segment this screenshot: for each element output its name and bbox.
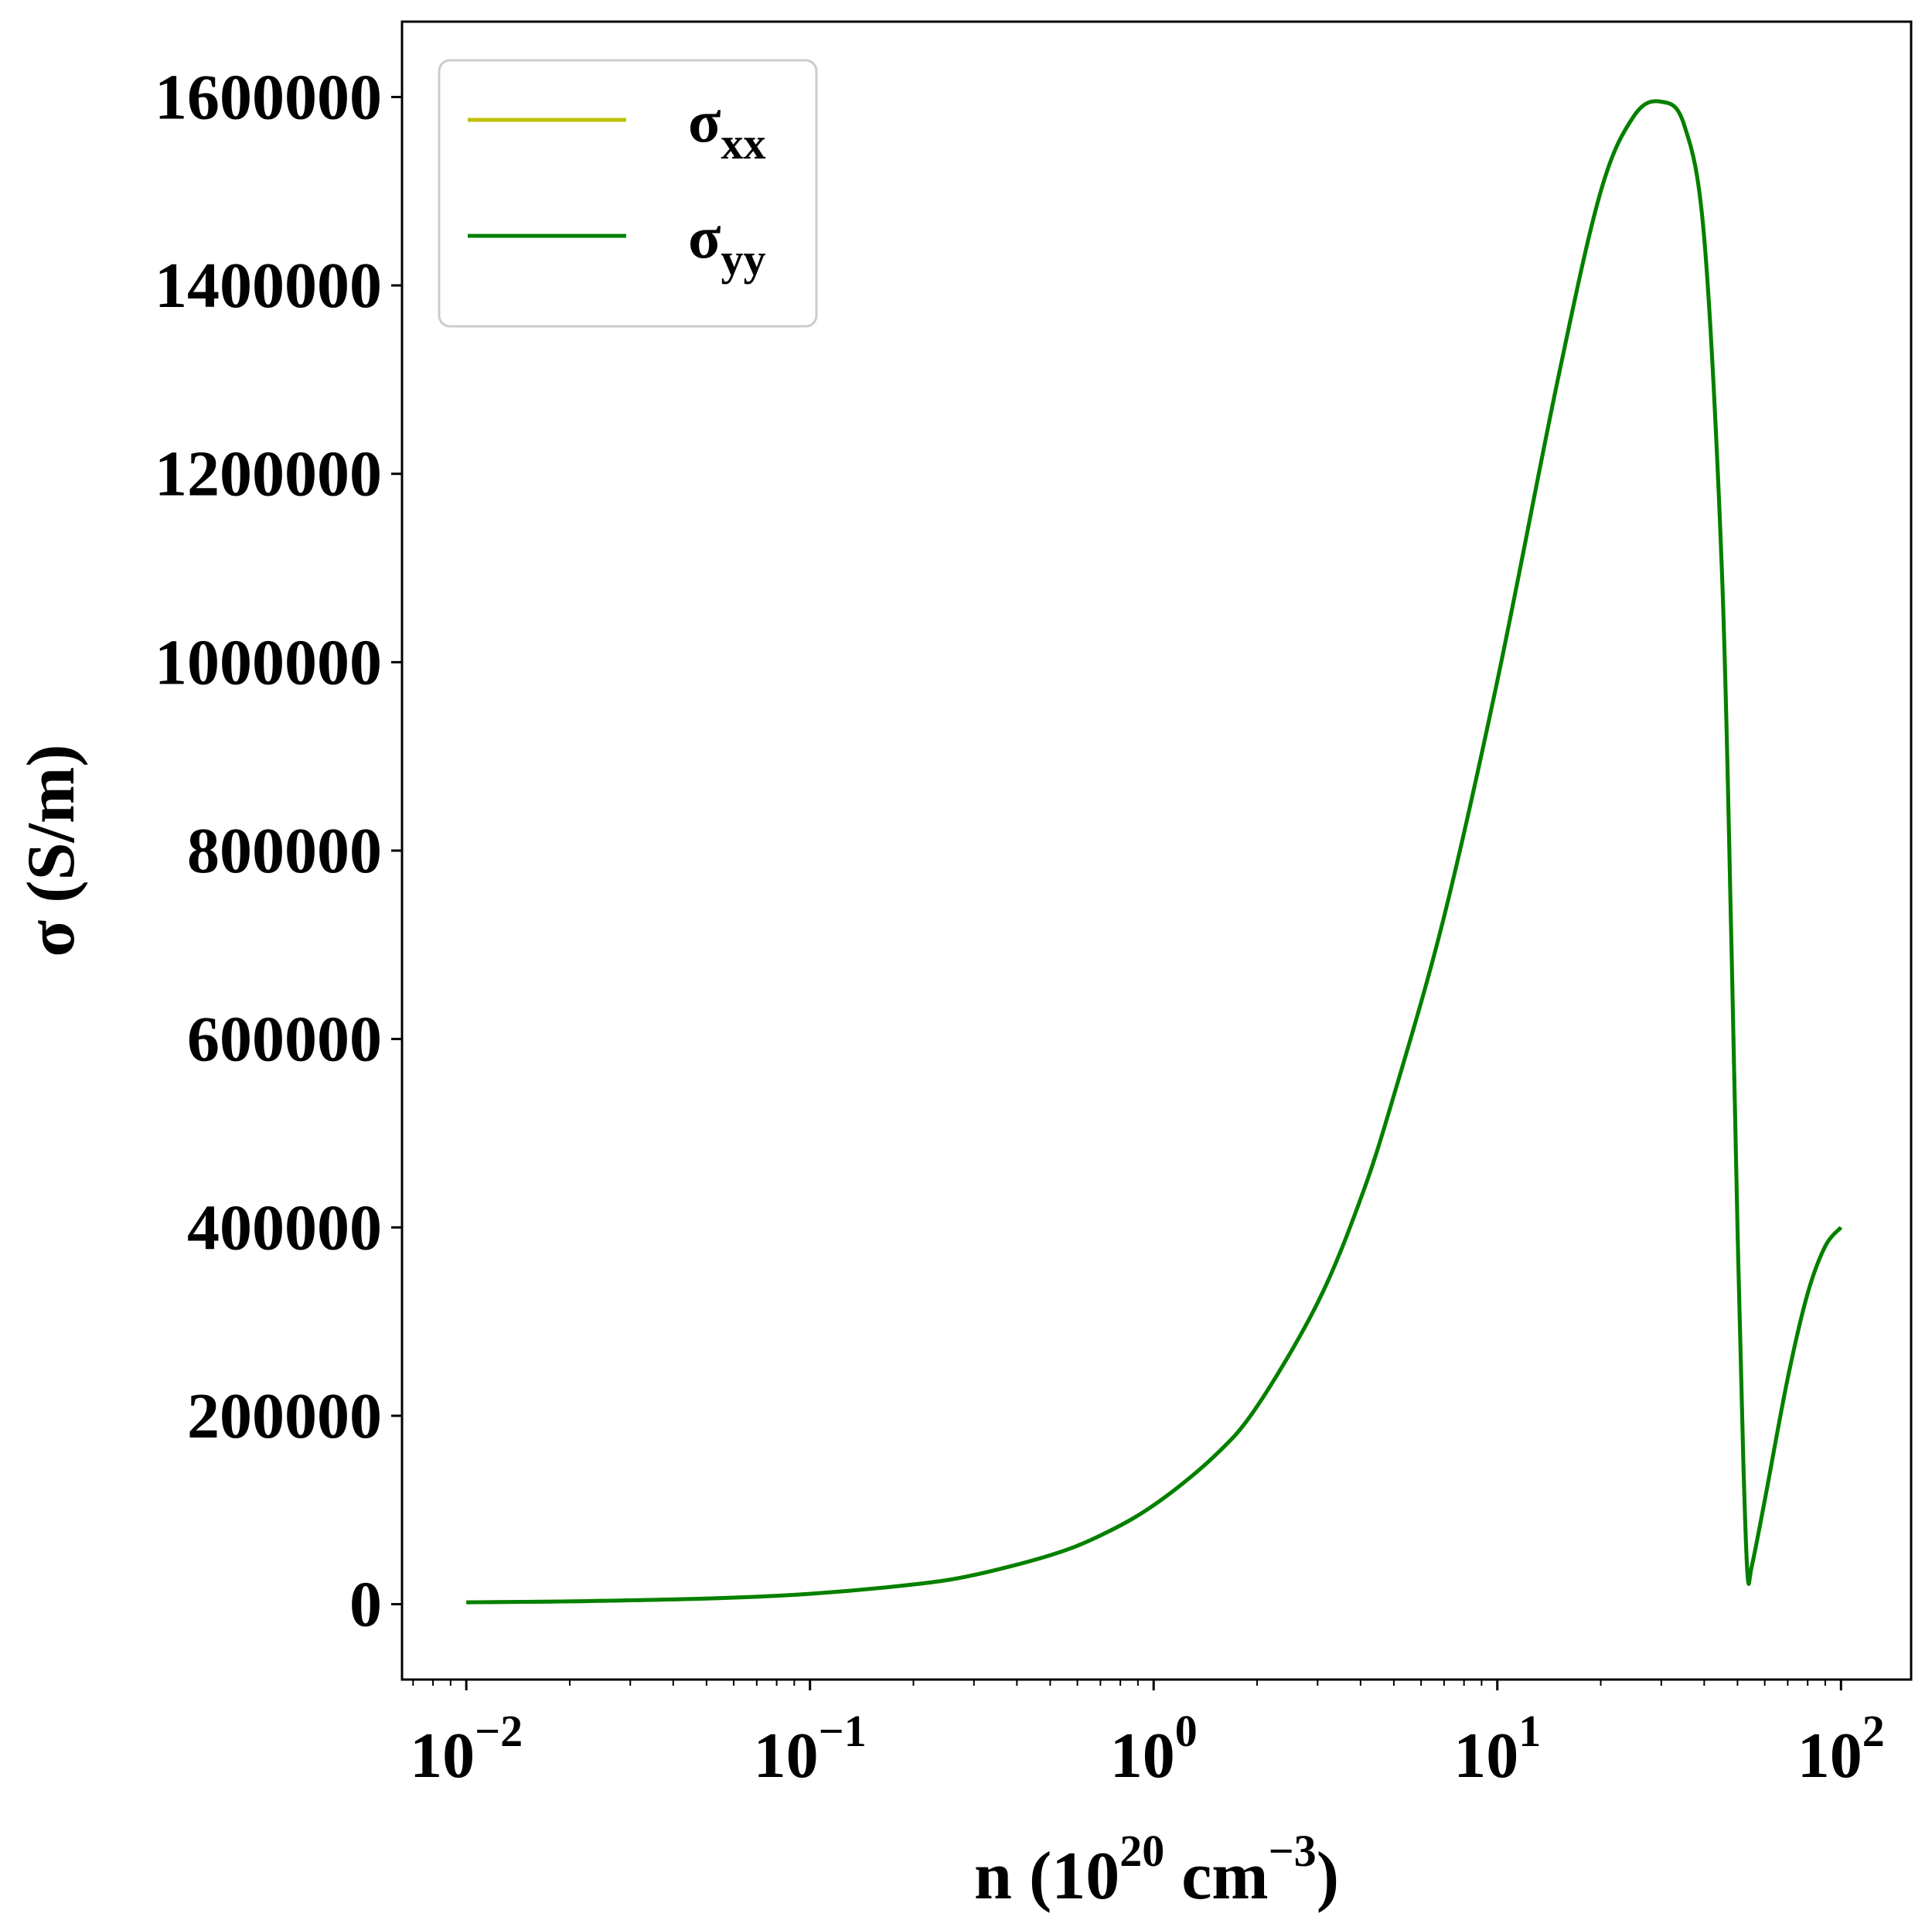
y-tick-label: 200000	[187, 1380, 382, 1452]
legend-label-0: σxx	[688, 87, 765, 169]
x-axis-label-close: )	[1317, 1839, 1339, 1914]
legend-label-symbol: σ	[688, 203, 721, 271]
legend-label-subscript: xx	[721, 118, 765, 169]
x-tick-base: 10	[1797, 1720, 1862, 1792]
x-axis-label-exponent: 20	[1119, 1826, 1164, 1876]
y-tick-label: 0	[349, 1569, 382, 1641]
x-tick-exponent: −1	[819, 1706, 867, 1756]
plot-area	[466, 99, 1843, 1605]
y-tick-label: 400000	[187, 1192, 382, 1264]
x-tick-base: 10	[1110, 1720, 1175, 1792]
x-tick-base: 10	[754, 1720, 819, 1792]
x-tick-label: 101	[1453, 1706, 1541, 1792]
x-tick-label: 10−2	[410, 1706, 523, 1792]
x-axis-label-base: n (10	[974, 1839, 1119, 1914]
x-axis-label-unit-exponent: −3	[1269, 1826, 1317, 1876]
y-tick-label: 1200000	[155, 438, 382, 510]
x-axis-label: n (1020 cm−3)	[974, 1826, 1339, 1914]
x-tick-base: 10	[1453, 1720, 1518, 1792]
series-line-1	[466, 99, 1843, 1605]
x-tick-exponent: 0	[1175, 1706, 1198, 1756]
legend-label-subscript: yy	[721, 234, 765, 285]
legend-label-symbol: σ	[688, 87, 721, 155]
x-tick-label: 10−1	[754, 1706, 867, 1792]
x-tick-exponent: 1	[1518, 1706, 1541, 1756]
y-axis-label: σ (S/m)	[14, 744, 89, 957]
x-axis-label-unit: cm	[1164, 1839, 1268, 1914]
y-tick-label: 1000000	[155, 626, 382, 698]
legend-box	[438, 59, 818, 328]
x-tick-exponent: 2	[1862, 1706, 1885, 1756]
axes: 0 200000 400000 600000 800000 1000000 1200000 1…	[14, 20, 1913, 1914]
y-tick-label: 600000	[187, 1004, 382, 1076]
x-tick-base: 10	[410, 1720, 475, 1792]
x-tick-label: 100	[1110, 1706, 1198, 1792]
x-tick-label: 102	[1797, 1706, 1885, 1792]
y-tick-label: 800000	[187, 815, 382, 887]
y-tick-label: 1600000	[155, 61, 382, 133]
y-tick-label: 1400000	[155, 250, 382, 322]
legend-label-1: σyy	[688, 203, 765, 285]
x-tick-exponent: −2	[475, 1706, 523, 1756]
